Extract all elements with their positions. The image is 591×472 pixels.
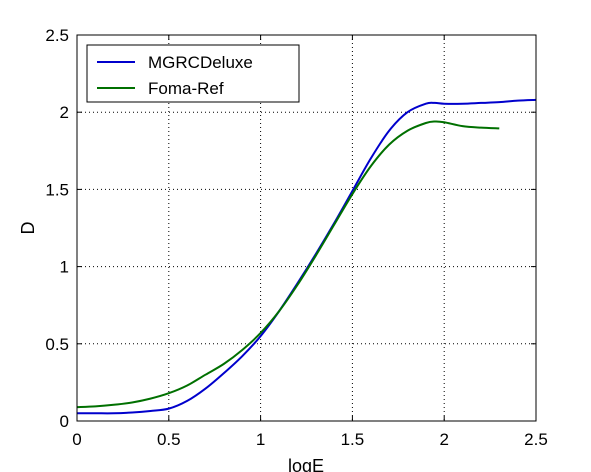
y-axis-label: D: [18, 222, 38, 235]
x-tick-label: 1: [256, 430, 265, 449]
x-tick-label: 2.5: [524, 430, 548, 449]
y-tick-label: 0: [60, 412, 69, 431]
y-tick-label: 2.5: [45, 26, 69, 45]
legend: MGRCDeluxe Foma-Ref: [86, 44, 300, 103]
x-tick-label: 1.5: [341, 430, 365, 449]
x-tick-label: 2: [439, 430, 448, 449]
data-series: [76, 98, 537, 415]
legend-box: [86, 44, 300, 103]
y-tick-label: 1: [60, 258, 69, 277]
legend-label-mgrcdeluxe: MGRCDeluxe: [148, 53, 253, 72]
axis-ticks: 0 0.5 1 1.5 2 2.5 0 0.5 1 1.5 2 2.5: [45, 26, 547, 449]
x-tick-label: 0.5: [157, 430, 181, 449]
y-tick-label: 2: [60, 103, 69, 122]
x-tick-label: 0: [72, 430, 81, 449]
series-line-foma-ref: [76, 120, 500, 409]
y-tick-label: 1.5: [45, 180, 69, 199]
legend-label-foma-ref: Foma-Ref: [148, 79, 224, 98]
y-tick-label: 0.5: [45, 335, 69, 354]
plot-frame: [76, 34, 537, 422]
x-axis-label: logE: [288, 456, 324, 472]
